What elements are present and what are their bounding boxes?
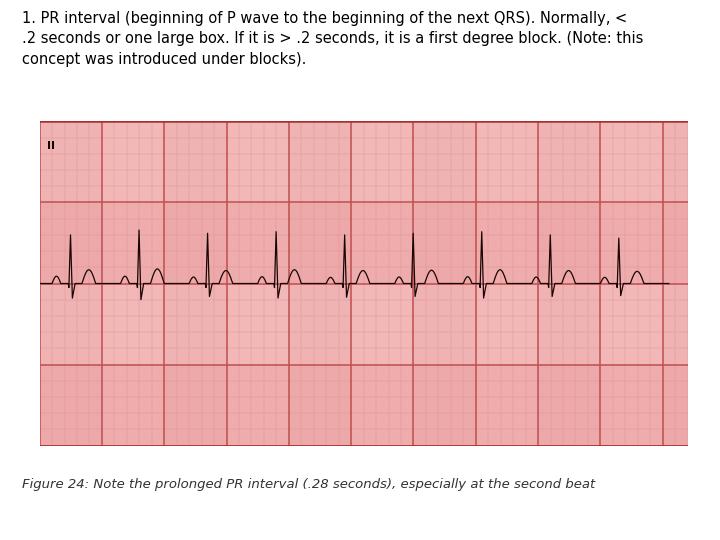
Bar bbox=[40, 202, 688, 284]
Bar bbox=[40, 364, 688, 445]
Text: Figure 24: Note the prolonged PR interval (.28 seconds), especially at the secon: Figure 24: Note the prolonged PR interva… bbox=[22, 478, 595, 491]
Bar bbox=[289, 122, 351, 446]
Bar bbox=[413, 122, 476, 446]
Bar bbox=[662, 122, 720, 446]
Bar bbox=[164, 122, 227, 446]
Bar bbox=[40, 122, 102, 446]
Text: 1. PR interval (beginning of P wave to the beginning of the next QRS). Normally,: 1. PR interval (beginning of P wave to t… bbox=[22, 11, 643, 66]
Bar bbox=[538, 122, 600, 446]
Text: II: II bbox=[47, 141, 55, 151]
